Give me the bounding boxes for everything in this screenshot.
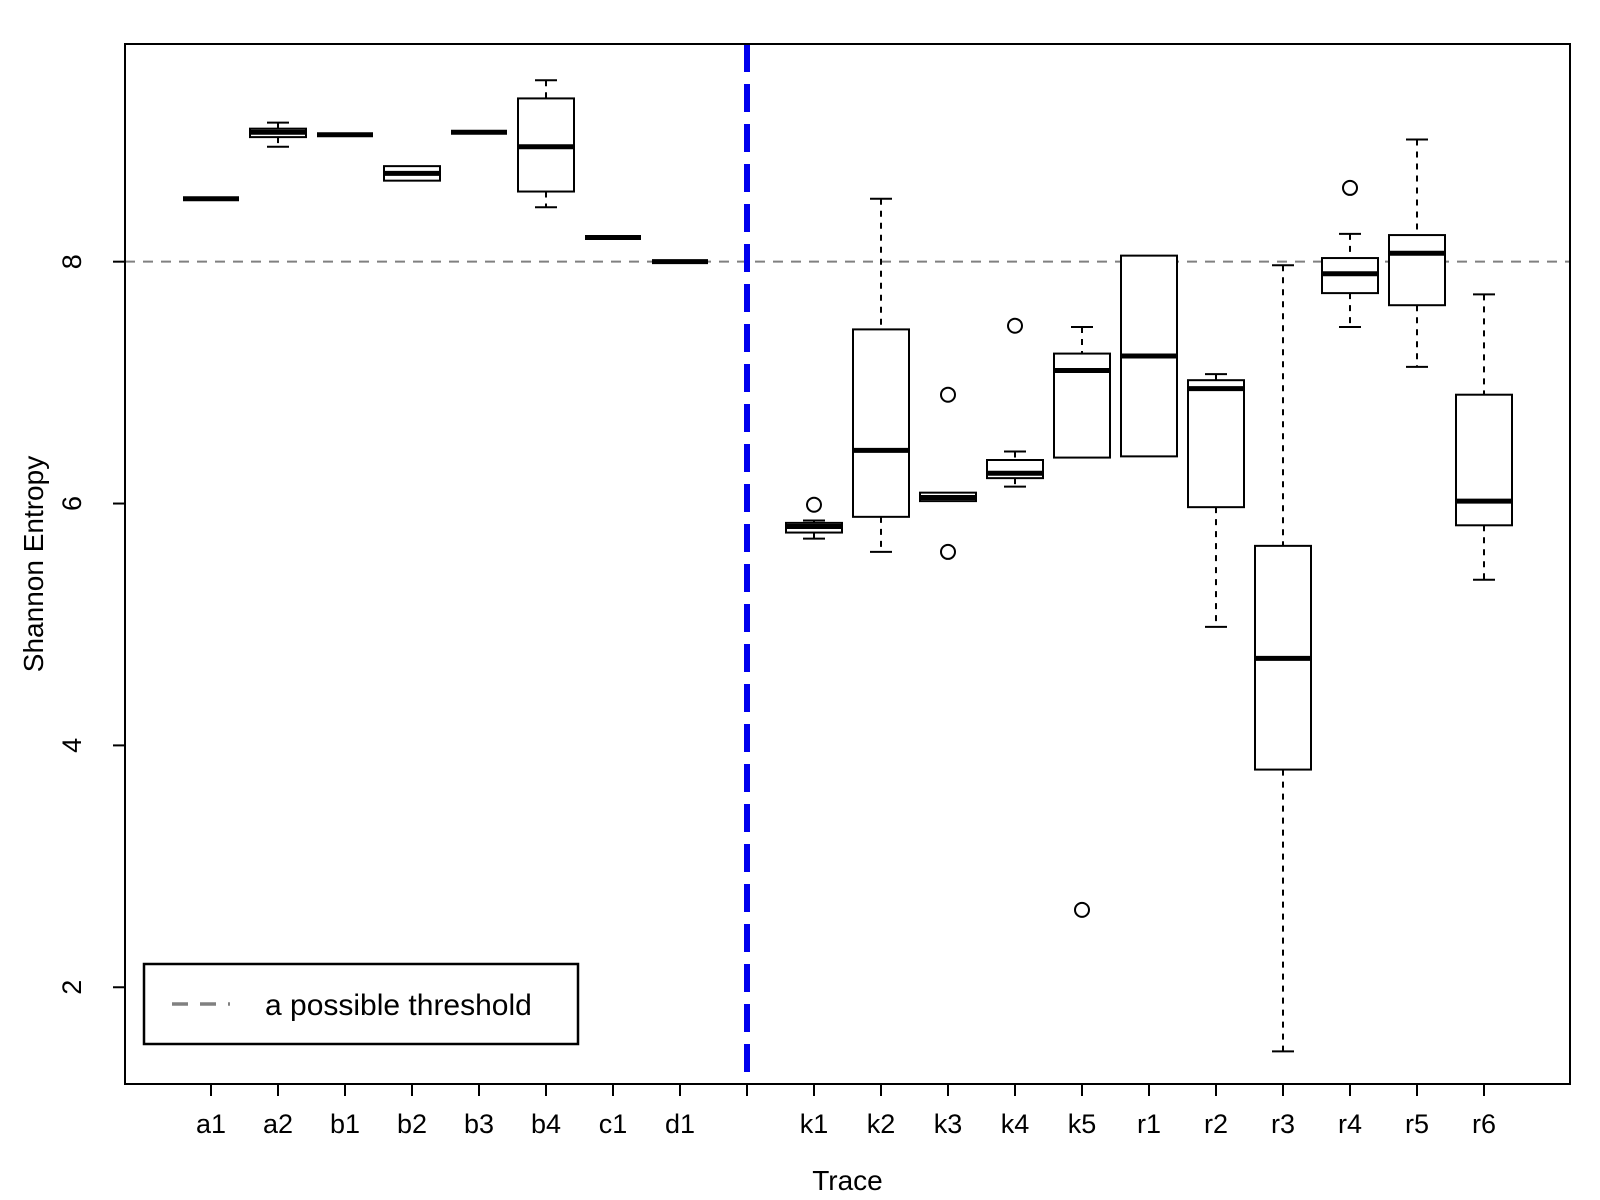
x-tick-label-r3: r3	[1271, 1109, 1295, 1139]
y-tick-label-4: 4	[57, 738, 87, 753]
plot-frame	[124, 43, 1571, 1085]
x-tick-label-a1: a1	[196, 1109, 226, 1139]
x-tick-label-d1: d1	[665, 1109, 695, 1139]
legend: a possible threshold	[142, 962, 580, 1046]
x-tick-label-k1: k1	[800, 1109, 829, 1139]
y-tick-label-6: 6	[57, 496, 87, 511]
box-k1-outlier-1	[806, 496, 822, 513]
plot-layer: a1 a2 b1 b2 b3 b4 c1 d1 k1 k2 k3 k4 k5 r1 r2 r3 r4 r5 r6 2 4…	[57, 43, 1571, 1139]
y-tick-label-2: 2	[57, 980, 87, 995]
x-tick-label-k3: k3	[934, 1109, 963, 1139]
box-k3-outlier-2	[940, 543, 956, 560]
box-r5-body	[1388, 234, 1446, 307]
box-k4-outlier-1	[1007, 317, 1023, 334]
x-tick-label-a2: a2	[263, 1109, 293, 1139]
legend-label: a possible threshold	[265, 989, 532, 1022]
box-r2-body	[1187, 379, 1245, 509]
box-r4-outlier-1	[1342, 179, 1358, 196]
x-tick-label-r6: r6	[1472, 1109, 1496, 1139]
x-tick-label-k4: k4	[1001, 1109, 1030, 1139]
box-k2-body	[852, 328, 910, 518]
x-tick-label-c1: c1	[599, 1109, 628, 1139]
box-k5-outlier-1	[1074, 901, 1090, 918]
x-tick-label-b1: b1	[330, 1109, 360, 1139]
y-tick-label-8: 8	[57, 254, 87, 269]
x-tick-label-b4: b4	[531, 1109, 561, 1139]
x-tick-label-k5: k5	[1068, 1109, 1097, 1139]
y-axis-title: Shannon Entropy	[18, 456, 49, 672]
x-tick-label-r1: r1	[1137, 1109, 1161, 1139]
x-tick-label-r4: r4	[1338, 1109, 1362, 1139]
x-tick-label-k2: k2	[867, 1109, 896, 1139]
x-axis-title: Trace	[812, 1165, 883, 1196]
x-tick-label-r5: r5	[1405, 1109, 1429, 1139]
box-k3-outlier-1	[940, 386, 956, 403]
legend-box	[142, 962, 580, 1046]
box-r6-body	[1455, 393, 1513, 527]
x-tick-label-b2: b2	[397, 1109, 427, 1139]
x-tick-label-r2: r2	[1204, 1109, 1228, 1139]
x-tick-label-b3: b3	[464, 1109, 494, 1139]
